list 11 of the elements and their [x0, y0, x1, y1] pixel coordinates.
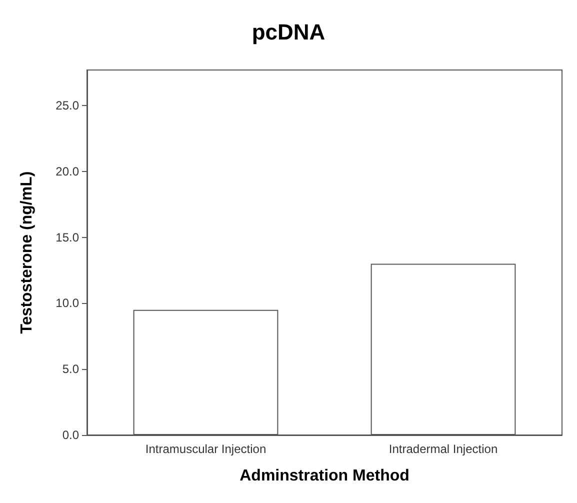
y-tick-label: 5.0 [62, 362, 80, 376]
y-tick-label: 15.0 [56, 230, 80, 244]
y-tick-label: 0.0 [62, 428, 80, 442]
x-tick-label: Intradermal Injection [388, 442, 498, 456]
x-axis-title: Adminstration Method [240, 468, 410, 484]
x-tick-label: Intramuscular Injection [145, 442, 266, 456]
chart-title: pcDNA [252, 20, 326, 44]
y-axis-title: Testosterone (ng/mL) [18, 171, 36, 334]
y-tick-label: 10.0 [56, 296, 80, 310]
y-tick-label: 25.0 [56, 98, 80, 113]
y-tick-label: 20.0 [56, 164, 80, 178]
